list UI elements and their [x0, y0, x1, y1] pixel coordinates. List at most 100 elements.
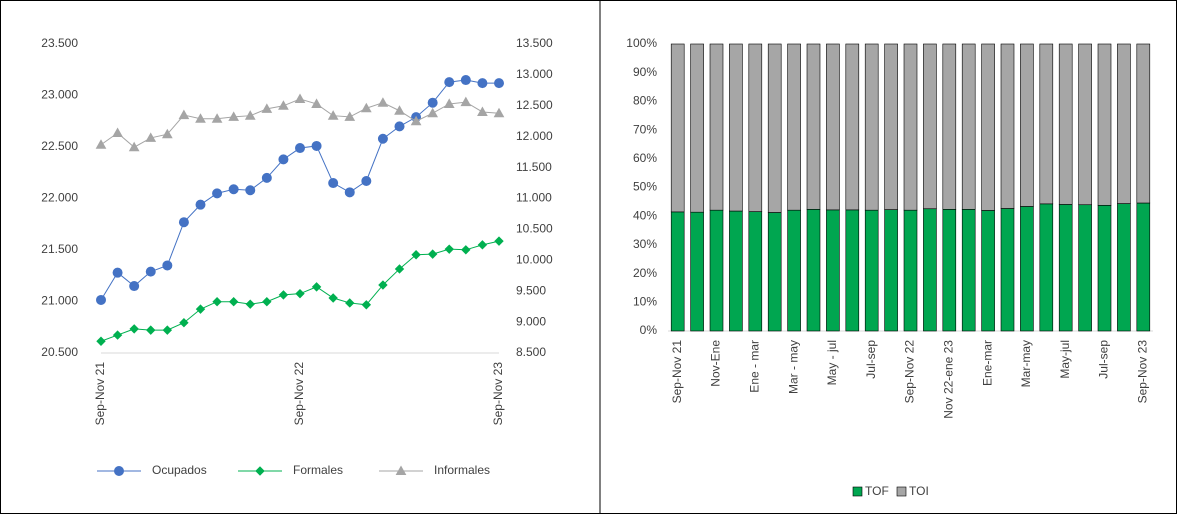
point — [461, 245, 471, 255]
y-tick-label: 70% — [633, 122, 657, 136]
bar — [942, 209, 957, 332]
bar — [864, 43, 879, 211]
x-tick-label: Mar-may — [1019, 340, 1033, 387]
y-tick-label: 22.500 — [41, 139, 78, 153]
x-tick-label: Jul-sep — [864, 340, 878, 379]
bar — [1097, 204, 1112, 332]
point — [477, 106, 488, 116]
point — [112, 127, 123, 137]
point — [327, 110, 339, 120]
bar — [1039, 203, 1054, 332]
bar — [1058, 204, 1073, 332]
x-tick-label: Mar - may — [786, 340, 800, 394]
y-tick-label: 20.500 — [41, 345, 78, 359]
point — [294, 93, 306, 104]
point — [161, 128, 173, 139]
y2-tick-label: 13.500 — [516, 36, 553, 50]
y-tick-label: 0% — [640, 323, 658, 337]
bar — [690, 43, 704, 213]
bar — [748, 43, 763, 212]
legend-label: Formales — [293, 463, 343, 477]
y-tick-label: 90% — [633, 65, 657, 79]
point — [477, 78, 488, 89]
bar — [884, 209, 898, 332]
y2-tick-label: 12.000 — [516, 129, 553, 143]
point — [311, 98, 322, 108]
point — [477, 240, 488, 250]
y2-tick-label: 8.500 — [516, 345, 546, 359]
point — [178, 217, 189, 228]
x-tick-label: Sep-Nov 23 — [491, 362, 505, 426]
bar — [1000, 208, 1015, 332]
legend-label: Ocupados — [152, 463, 207, 477]
x-tick-label: Sep-Nov 21 — [93, 362, 107, 426]
bar — [1097, 43, 1112, 206]
bar — [903, 209, 918, 332]
bar — [1078, 43, 1092, 206]
legend-label: TOF — [865, 484, 889, 498]
y2-tick-label: 10.000 — [516, 252, 553, 266]
y-tick-label: 10% — [633, 294, 657, 308]
point — [394, 105, 405, 115]
bar — [961, 209, 976, 332]
point — [162, 325, 173, 335]
y-tick-label: 100% — [626, 36, 657, 50]
point — [114, 466, 124, 476]
point — [162, 260, 173, 271]
point — [195, 113, 206, 123]
bar — [845, 43, 860, 211]
series-line — [100, 98, 500, 148]
point — [493, 107, 505, 118]
point — [460, 75, 471, 86]
point — [360, 102, 372, 113]
point — [129, 324, 139, 334]
point — [410, 115, 422, 126]
point — [129, 281, 140, 292]
bar — [690, 211, 704, 332]
bar — [961, 43, 976, 210]
bar — [923, 208, 937, 332]
point — [255, 466, 265, 476]
point — [278, 154, 289, 165]
y-tick-label: 20% — [633, 266, 657, 280]
point — [96, 294, 106, 305]
y-tick-label: 21.500 — [41, 242, 78, 256]
point — [328, 178, 339, 189]
bar — [942, 43, 957, 210]
point — [344, 187, 355, 198]
y-tick-label: 23.000 — [41, 88, 78, 102]
point — [394, 264, 405, 274]
point — [311, 282, 322, 292]
point — [494, 78, 504, 89]
bar — [884, 43, 898, 210]
point — [96, 336, 106, 346]
bar — [1136, 202, 1151, 332]
point — [278, 290, 289, 300]
x-tick-label: Sep-Nov 22 — [292, 362, 306, 426]
point — [377, 133, 388, 144]
point — [195, 304, 206, 314]
point — [311, 140, 322, 151]
point — [211, 113, 223, 123]
point — [245, 299, 255, 309]
bar — [845, 209, 860, 332]
bar — [787, 209, 801, 332]
y2-tick-label: 13.000 — [516, 67, 553, 81]
point — [178, 109, 190, 120]
bar — [1020, 43, 1034, 207]
point — [444, 77, 455, 88]
legend-swatch — [852, 486, 863, 497]
y2-tick-label: 11.000 — [516, 191, 552, 205]
point — [443, 98, 455, 108]
y2-tick-label: 11.500 — [516, 160, 552, 174]
y2-tick-label: 9.000 — [516, 314, 546, 328]
bar — [709, 209, 724, 332]
bar — [806, 209, 821, 332]
bar — [1039, 43, 1054, 205]
bar — [903, 43, 918, 211]
bar — [670, 211, 685, 332]
legend-label: TOI — [909, 484, 929, 498]
point — [244, 110, 256, 120]
bar — [1117, 43, 1131, 204]
